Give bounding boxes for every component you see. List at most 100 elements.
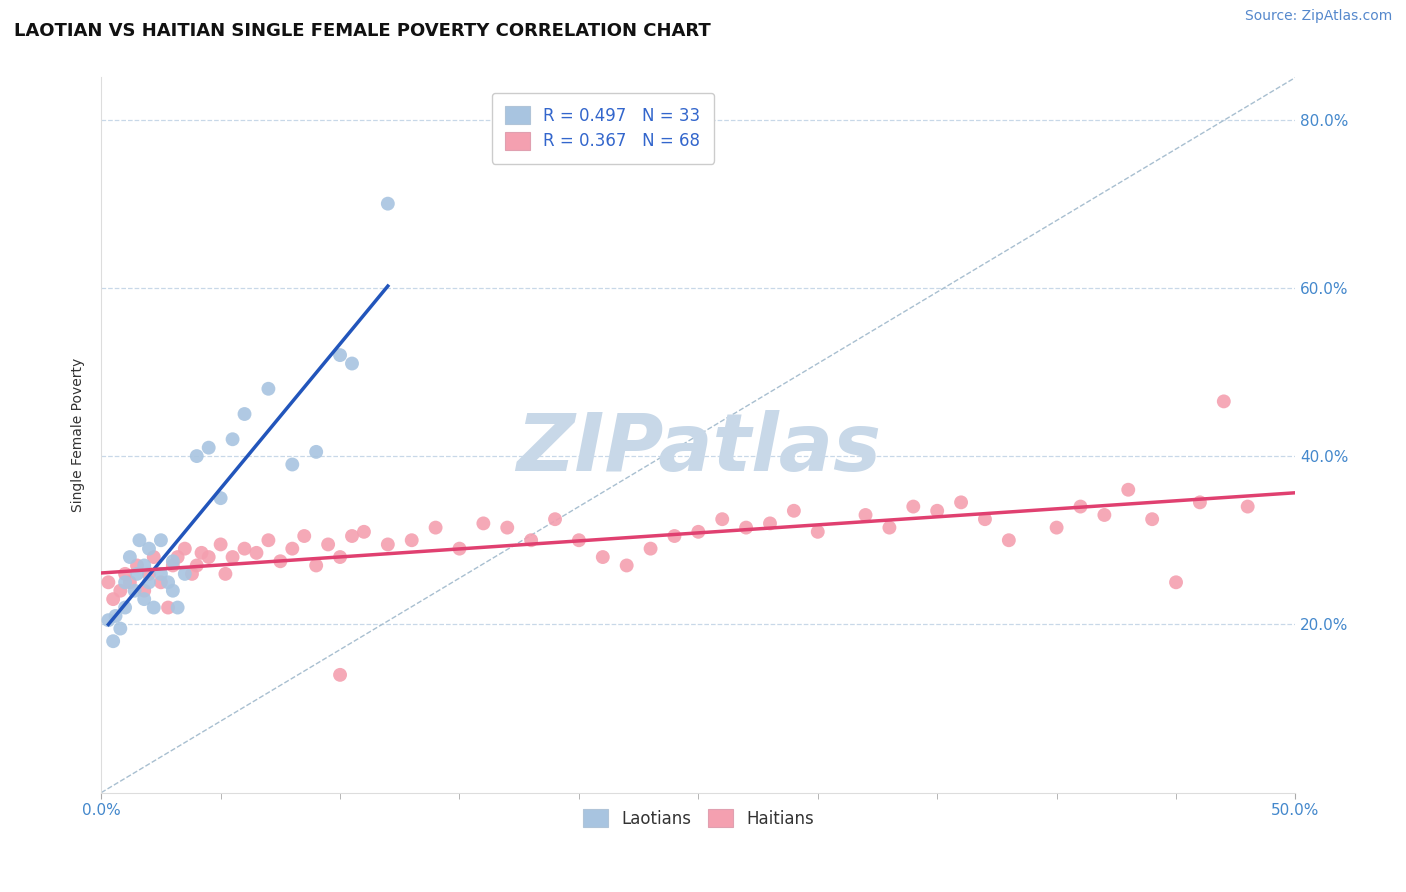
Point <box>134 592 156 607</box>
Point <box>292 529 315 543</box>
Point <box>149 575 172 590</box>
Point <box>209 491 232 505</box>
Point <box>998 533 1021 548</box>
Point <box>664 529 686 543</box>
Point <box>124 583 146 598</box>
Point <box>186 449 208 463</box>
Point <box>496 520 519 534</box>
Point <box>269 554 291 568</box>
Point <box>903 500 925 514</box>
Point <box>305 445 328 459</box>
Point <box>197 441 219 455</box>
Point <box>879 520 901 534</box>
Point <box>340 357 363 371</box>
Point <box>640 541 662 556</box>
Point <box>472 516 495 531</box>
Point <box>783 504 806 518</box>
Point <box>173 566 195 581</box>
Point <box>209 537 232 551</box>
Point <box>221 550 243 565</box>
Point <box>520 533 543 548</box>
Point <box>138 541 160 556</box>
Point <box>1046 520 1069 534</box>
Point <box>377 196 399 211</box>
Point <box>101 634 124 648</box>
Point <box>114 566 136 581</box>
Point <box>329 550 352 565</box>
Point <box>97 613 120 627</box>
Point <box>149 566 172 581</box>
Point <box>316 537 339 551</box>
Point <box>162 554 184 568</box>
Point <box>688 524 710 539</box>
Point <box>138 575 160 590</box>
Point <box>166 600 188 615</box>
Text: LAOTIAN VS HAITIAN SINGLE FEMALE POVERTY CORRELATION CHART: LAOTIAN VS HAITIAN SINGLE FEMALE POVERTY… <box>14 22 711 40</box>
Point <box>257 382 280 396</box>
Point <box>544 512 567 526</box>
Point <box>305 558 328 573</box>
Point <box>329 348 352 362</box>
Point <box>157 600 180 615</box>
Text: Source: ZipAtlas.com: Source: ZipAtlas.com <box>1244 9 1392 23</box>
Point <box>233 541 256 556</box>
Point <box>186 558 208 573</box>
Point <box>568 533 591 548</box>
Point <box>173 541 195 556</box>
Point <box>329 668 352 682</box>
Point <box>1164 575 1187 590</box>
Point <box>149 533 172 548</box>
Point <box>134 558 156 573</box>
Point <box>162 583 184 598</box>
Point <box>807 524 830 539</box>
Point <box>197 550 219 565</box>
Point <box>1092 508 1115 522</box>
Point <box>281 541 304 556</box>
Text: ZIPatlas: ZIPatlas <box>516 410 880 488</box>
Point <box>281 458 304 472</box>
Point <box>190 546 212 560</box>
Point <box>114 600 136 615</box>
Point <box>974 512 997 526</box>
Point <box>855 508 877 522</box>
Point <box>1140 512 1163 526</box>
Point <box>166 550 188 565</box>
Point <box>711 512 734 526</box>
Legend: Laotians, Haitians: Laotians, Haitians <box>576 803 821 834</box>
Point <box>1188 495 1211 509</box>
Point <box>1116 483 1139 497</box>
Point <box>950 495 973 509</box>
Point <box>134 583 156 598</box>
Point <box>101 592 124 607</box>
Point <box>1212 394 1234 409</box>
Point <box>125 558 148 573</box>
Point <box>221 432 243 446</box>
Point <box>233 407 256 421</box>
Point <box>142 600 165 615</box>
Point <box>449 541 471 556</box>
Point <box>110 583 132 598</box>
Point <box>157 575 180 590</box>
Point <box>110 622 132 636</box>
Point <box>118 575 141 590</box>
Point <box>142 550 165 565</box>
Point <box>104 609 127 624</box>
Point <box>735 520 758 534</box>
Point <box>592 550 614 565</box>
Point <box>257 533 280 548</box>
Point <box>1236 500 1258 514</box>
Point <box>125 566 148 581</box>
Point <box>245 546 267 560</box>
Point <box>401 533 423 548</box>
Point <box>214 566 236 581</box>
Point <box>162 558 184 573</box>
Point <box>114 575 136 590</box>
Point <box>1069 500 1091 514</box>
Point <box>138 566 160 581</box>
Y-axis label: Single Female Poverty: Single Female Poverty <box>72 358 86 512</box>
Point <box>97 575 120 590</box>
Point <box>353 524 375 539</box>
Point <box>759 516 782 531</box>
Point <box>181 566 204 581</box>
Point <box>340 529 363 543</box>
